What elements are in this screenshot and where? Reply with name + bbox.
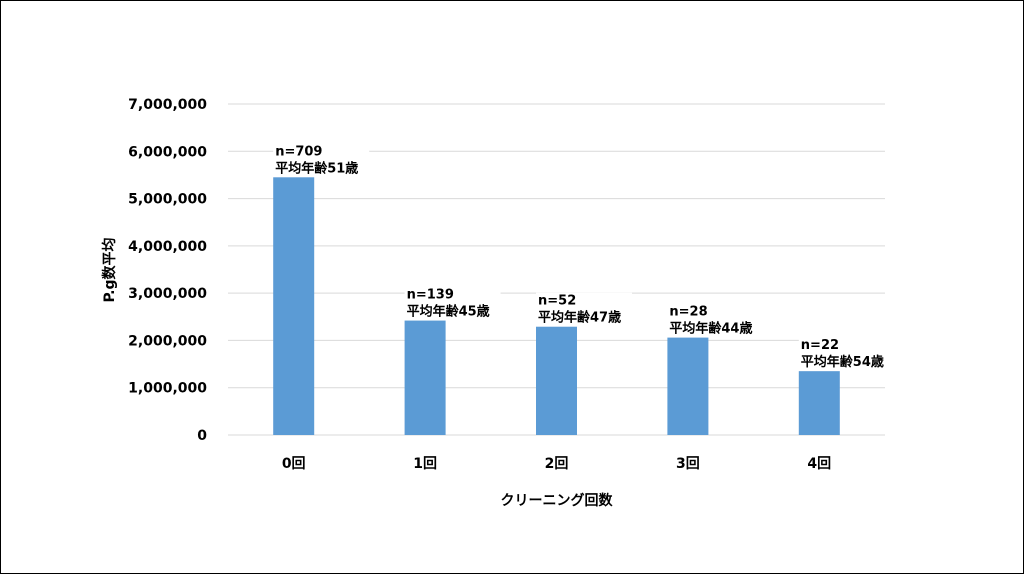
data-label-count: n=22: [801, 338, 839, 353]
x-axis-title: クリーニング回数: [501, 492, 614, 509]
data-label-background: [798, 337, 895, 370]
y-tick-label: 5,000,000: [128, 192, 207, 208]
x-tick-label: 0回: [282, 456, 306, 472]
y-tick-label: 0: [197, 428, 207, 444]
data-label-age: 平均年齢45歳: [407, 304, 490, 320]
bar: [798, 371, 840, 435]
y-tick-label: 6,000,000: [128, 144, 207, 160]
y-tick-label: 4,000,000: [128, 239, 207, 255]
y-axis-title: P.g数平均: [101, 237, 118, 302]
x-tick-label: 4回: [807, 456, 831, 472]
data-label-count: n=139: [407, 288, 454, 303]
x-tick-label: 1回: [413, 456, 437, 472]
data-label-age: 平均年齢44歳: [669, 321, 752, 337]
data-label-count: n=52: [538, 294, 576, 309]
data-label-background: [667, 303, 764, 336]
bar: [667, 337, 709, 435]
data-label-background: [273, 143, 370, 176]
data-label-age: 平均年齢51歳: [275, 160, 358, 176]
x-tick-label: 2回: [545, 456, 569, 472]
data-label-age: 平均年齢54歳: [801, 354, 884, 370]
y-tick-label: 1,000,000: [128, 381, 207, 397]
y-tick-label: 2,000,000: [128, 333, 207, 349]
bar: [404, 320, 446, 435]
y-tick-label: 3,000,000: [128, 286, 207, 302]
bar: [536, 326, 577, 435]
data-label-count: n=709: [275, 144, 322, 159]
y-tick-label: 7,000,000: [128, 97, 207, 113]
bar: [273, 177, 315, 436]
data-label-background: [536, 292, 632, 325]
data-label-background: [404, 286, 501, 319]
data-label-count: n=28: [669, 305, 707, 320]
x-tick-label: 3回: [676, 456, 700, 472]
data-label-age: 平均年齢47歳: [538, 310, 621, 326]
